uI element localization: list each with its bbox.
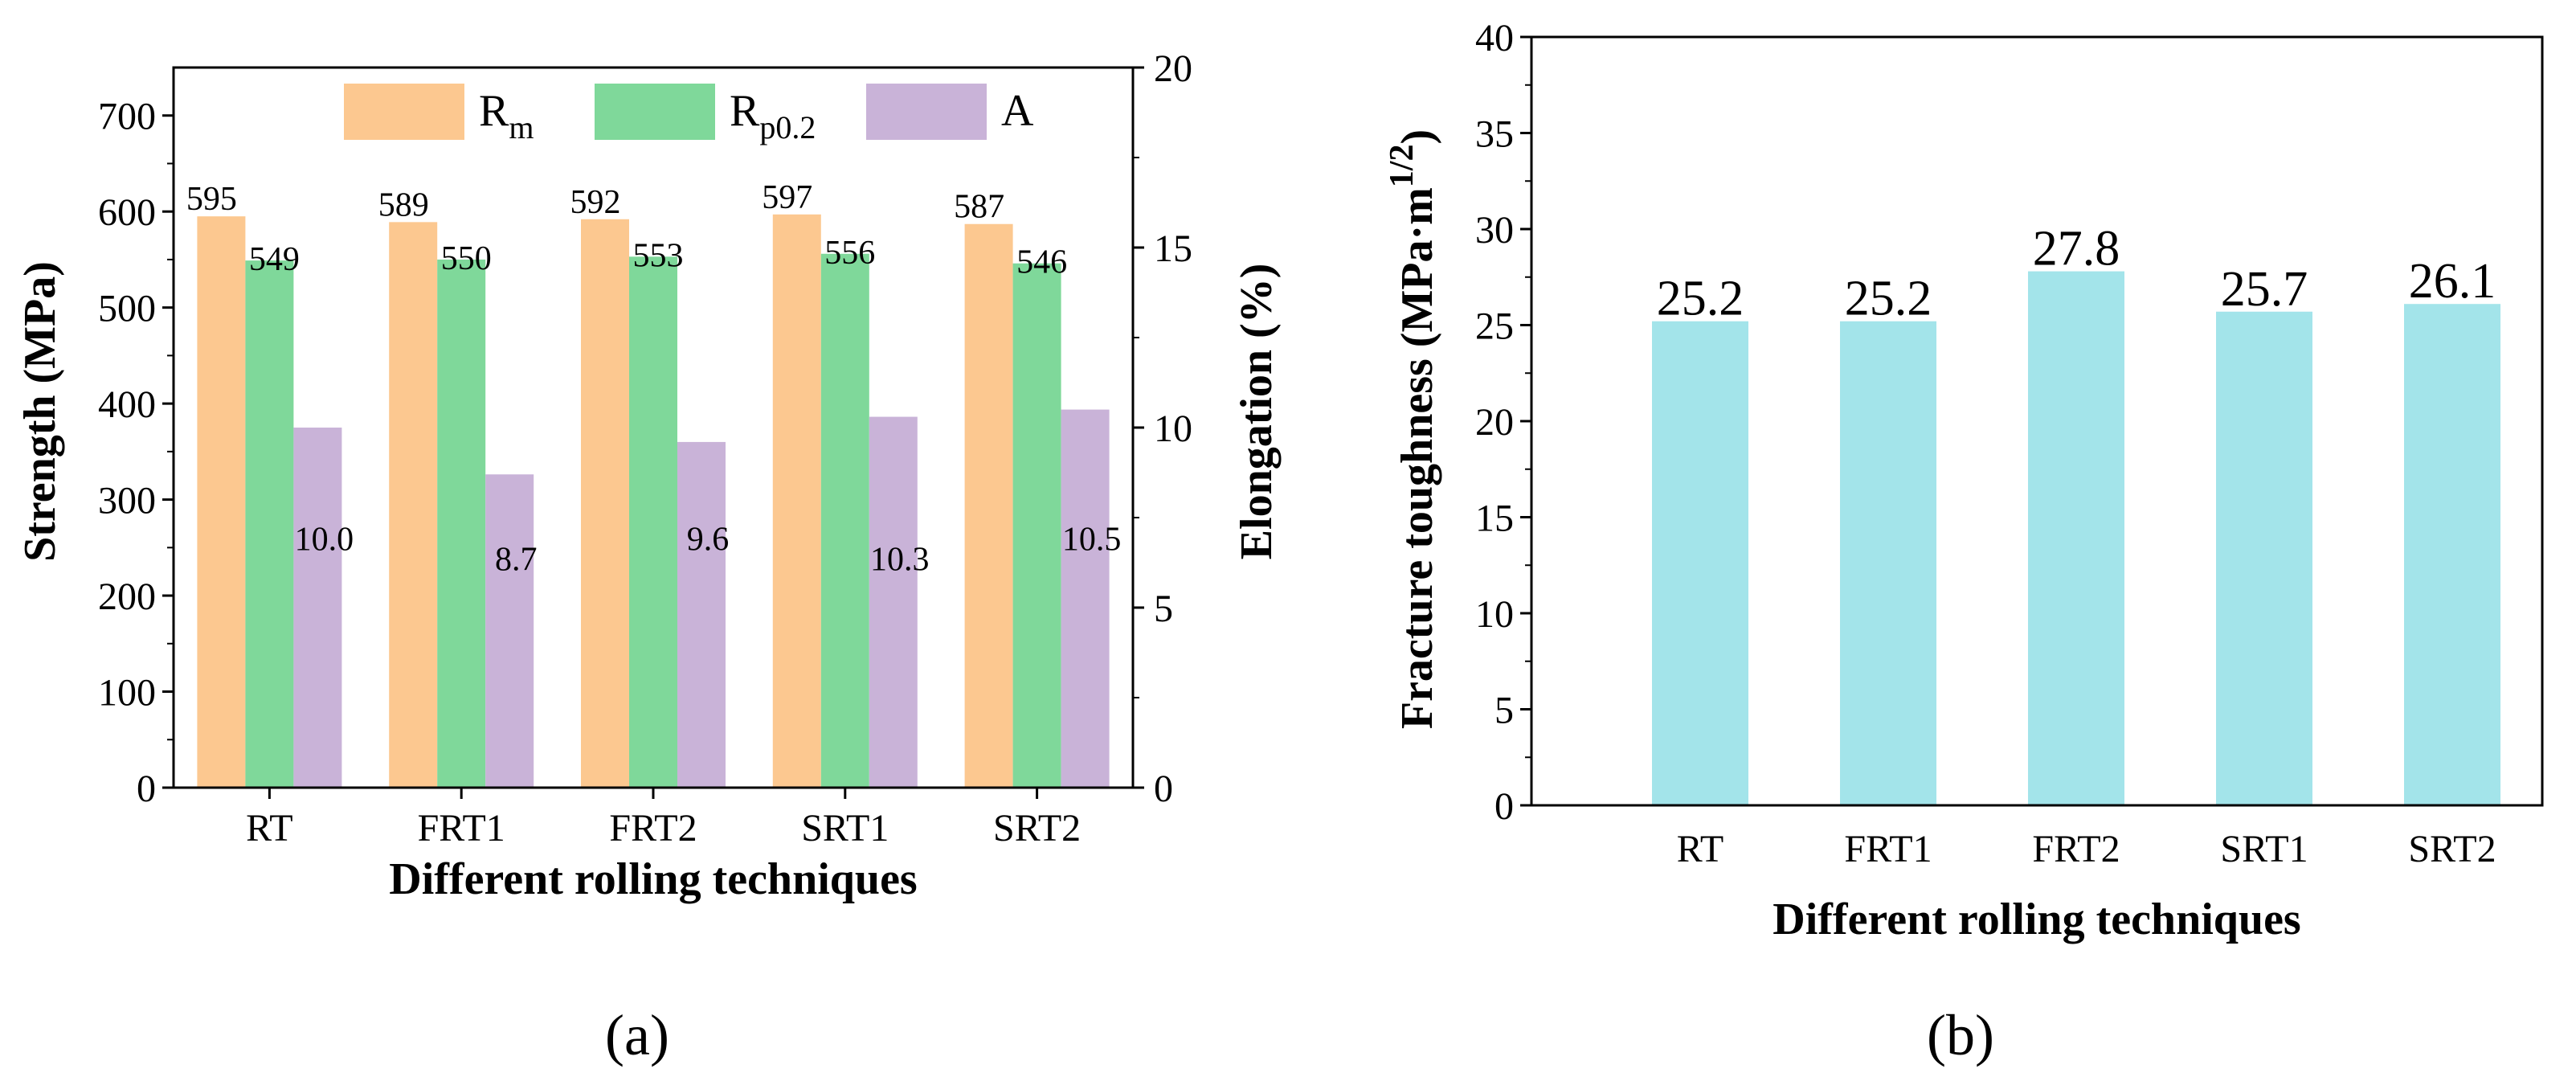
value-label-a-srt2: 10.5	[1062, 521, 1122, 558]
legend-label-rp0-2: Rp0.2	[730, 86, 816, 145]
y-tick-label-40: 40	[1475, 17, 1514, 59]
bar-fracture-toughness-rt	[1652, 321, 1748, 806]
y-tick-label-15: 15	[1475, 498, 1514, 540]
panel-a-ticks: RT FRT1 FRT2 SRT1 SRT20100200300400500600700…	[98, 47, 1192, 850]
bar-rm-srt1	[772, 214, 821, 788]
bar-a-srt2	[1061, 409, 1110, 788]
value-label-rp0-2-rt: 549	[249, 241, 300, 278]
y-tick-label-5: 5	[1494, 690, 1514, 732]
legend-swatch-rp0-2	[595, 84, 715, 140]
y-tick-label-25: 25	[1475, 305, 1514, 348]
panel-a-legend: Rm Rp0.2 A	[344, 84, 1034, 145]
value-label-srt2: 26.1	[2409, 254, 2496, 309]
panel-b-ticks: RT FRT1 FRT2 SRT1 SRT2 0 5 10 15 20 25 30 35 40	[1475, 17, 2496, 870]
bar-a-srt1	[869, 416, 918, 788]
y-tick-label-200: 200	[98, 575, 156, 618]
bar-fracture-toughness-srt1	[2216, 311, 2312, 805]
value-label-a-srt1: 10.3	[870, 541, 930, 578]
panel-a-x-axis-label: Different rolling techniques	[389, 854, 917, 904]
value-label-rm-srt1: 597	[762, 179, 812, 216]
bar-rm-frt2	[581, 219, 629, 788]
legend-swatch-rm	[344, 84, 464, 140]
y-tick-label-10: 10	[1475, 593, 1514, 636]
panel-a-y-axis-label: Strength (MPa)	[15, 261, 65, 562]
bar-rp0-2-rt	[245, 260, 294, 788]
x-tick-label-rt: RT	[246, 807, 292, 850]
y-tick-label-100: 100	[98, 672, 156, 715]
bar-fracture-toughness-frt2	[2028, 271, 2124, 806]
panel-b-bars	[1652, 271, 2500, 806]
bar-rp0-2-frt1	[437, 259, 486, 788]
right-y-tick-label-10: 10	[1154, 407, 1192, 450]
bar-fracture-toughness-frt1	[1840, 321, 1936, 806]
y-tick-label-400: 400	[98, 383, 156, 426]
value-label-rm-srt2: 587	[954, 189, 1004, 226]
x-tick-label-frt1: FRT1	[418, 807, 505, 850]
panel-b-value-labels: 25.2 25.2 27.8 25.7 26.1	[1657, 222, 2496, 326]
value-label-rp0-2-frt2: 553	[633, 237, 684, 274]
right-y-tick-label-20: 20	[1154, 47, 1192, 90]
y-tick-label-30: 30	[1475, 209, 1514, 252]
x-tick-label-srt1: SRT1	[801, 807, 889, 850]
bar-a-frt1	[485, 474, 534, 788]
bar-rp0-2-frt2	[629, 256, 677, 788]
value-label-rt: 25.2	[1657, 272, 1744, 326]
bar-rp0-2-srt2	[1012, 263, 1061, 788]
panel-b-x-axis-label: Different rolling techniques	[1773, 895, 2300, 944]
x-tick-label-rt: RT	[1677, 828, 1723, 870]
y-tick-label-600: 600	[98, 191, 156, 234]
x-tick-label-srt2: SRT2	[2408, 828, 2496, 870]
x-tick-label-frt2: FRT2	[2032, 828, 2120, 870]
y-tick-label-20: 20	[1475, 401, 1514, 444]
panel-a-bars	[197, 214, 1110, 788]
value-label-rm-frt1: 589	[378, 186, 429, 223]
y-tick-label-700: 700	[98, 96, 156, 138]
right-y-tick-label-15: 15	[1154, 227, 1192, 270]
value-label-a-frt2: 9.6	[687, 521, 730, 558]
value-label-rm-frt2: 592	[570, 184, 621, 221]
bar-rp0-2-srt1	[820, 253, 869, 788]
y-tick-label-35: 35	[1475, 113, 1514, 156]
panel-a-right-y-axis-label: Elongation (%)	[1232, 264, 1282, 560]
bar-rm-rt	[197, 216, 246, 788]
value-label-rp0-2-srt2: 546	[1016, 244, 1067, 281]
value-label-frt1: 25.2	[1845, 272, 1932, 326]
x-tick-label-frt1: FRT1	[1844, 828, 1932, 870]
value-label-rm-rt: 595	[186, 181, 237, 218]
panel-a: 595 549 10.0 589 550 8.7 592 553 9.6 597 556 10.3 58…	[15, 47, 1282, 1067]
bar-a-frt2	[677, 441, 726, 788]
value-label-a-rt: 10.0	[295, 521, 354, 558]
y-tick-label-0: 0	[137, 768, 156, 810]
panel-b-label: (b)	[1927, 1003, 1994, 1067]
value-label-a-frt1: 8.7	[495, 541, 538, 578]
bar-fracture-toughness-srt2	[2404, 304, 2500, 806]
value-label-srt1: 25.7	[2221, 262, 2308, 317]
right-y-tick-label-0: 0	[1154, 768, 1173, 810]
panel-a-value-labels: 595 549 10.0 589 550 8.7 592 553 9.6 597 556 10.3 58…	[186, 179, 1121, 579]
panel-b: 25.2 25.2 27.8 25.7 26.1 RT FRT1 FRT2 SRT1 SRT2 0…	[1384, 17, 2544, 1067]
x-tick-label-frt2: FRT2	[609, 807, 697, 850]
legend-swatch-a	[866, 84, 987, 140]
bar-rm-srt2	[964, 223, 1013, 788]
bar-a-rt	[293, 428, 342, 788]
x-tick-label-srt1: SRT1	[2220, 828, 2308, 870]
y-tick-label-500: 500	[98, 288, 156, 330]
value-label-rp0-2-frt1: 550	[441, 240, 492, 277]
panel-b-y-axis-label: Fracture toughness (MPa·m1/2)	[1384, 129, 1442, 729]
value-label-frt2: 27.8	[2033, 222, 2120, 276]
legend-label-a: A	[1001, 86, 1034, 136]
x-tick-label-srt2: SRT2	[993, 807, 1081, 850]
panel-a-label: (a)	[605, 1003, 669, 1067]
bar-rm-frt1	[389, 222, 438, 788]
right-y-tick-label-5: 5	[1154, 588, 1173, 630]
value-label-rp0-2-srt1: 556	[824, 235, 875, 272]
y-tick-label-300: 300	[98, 480, 156, 522]
y-tick-label-0: 0	[1494, 785, 1514, 828]
legend-label-rm: Rm	[479, 86, 534, 145]
